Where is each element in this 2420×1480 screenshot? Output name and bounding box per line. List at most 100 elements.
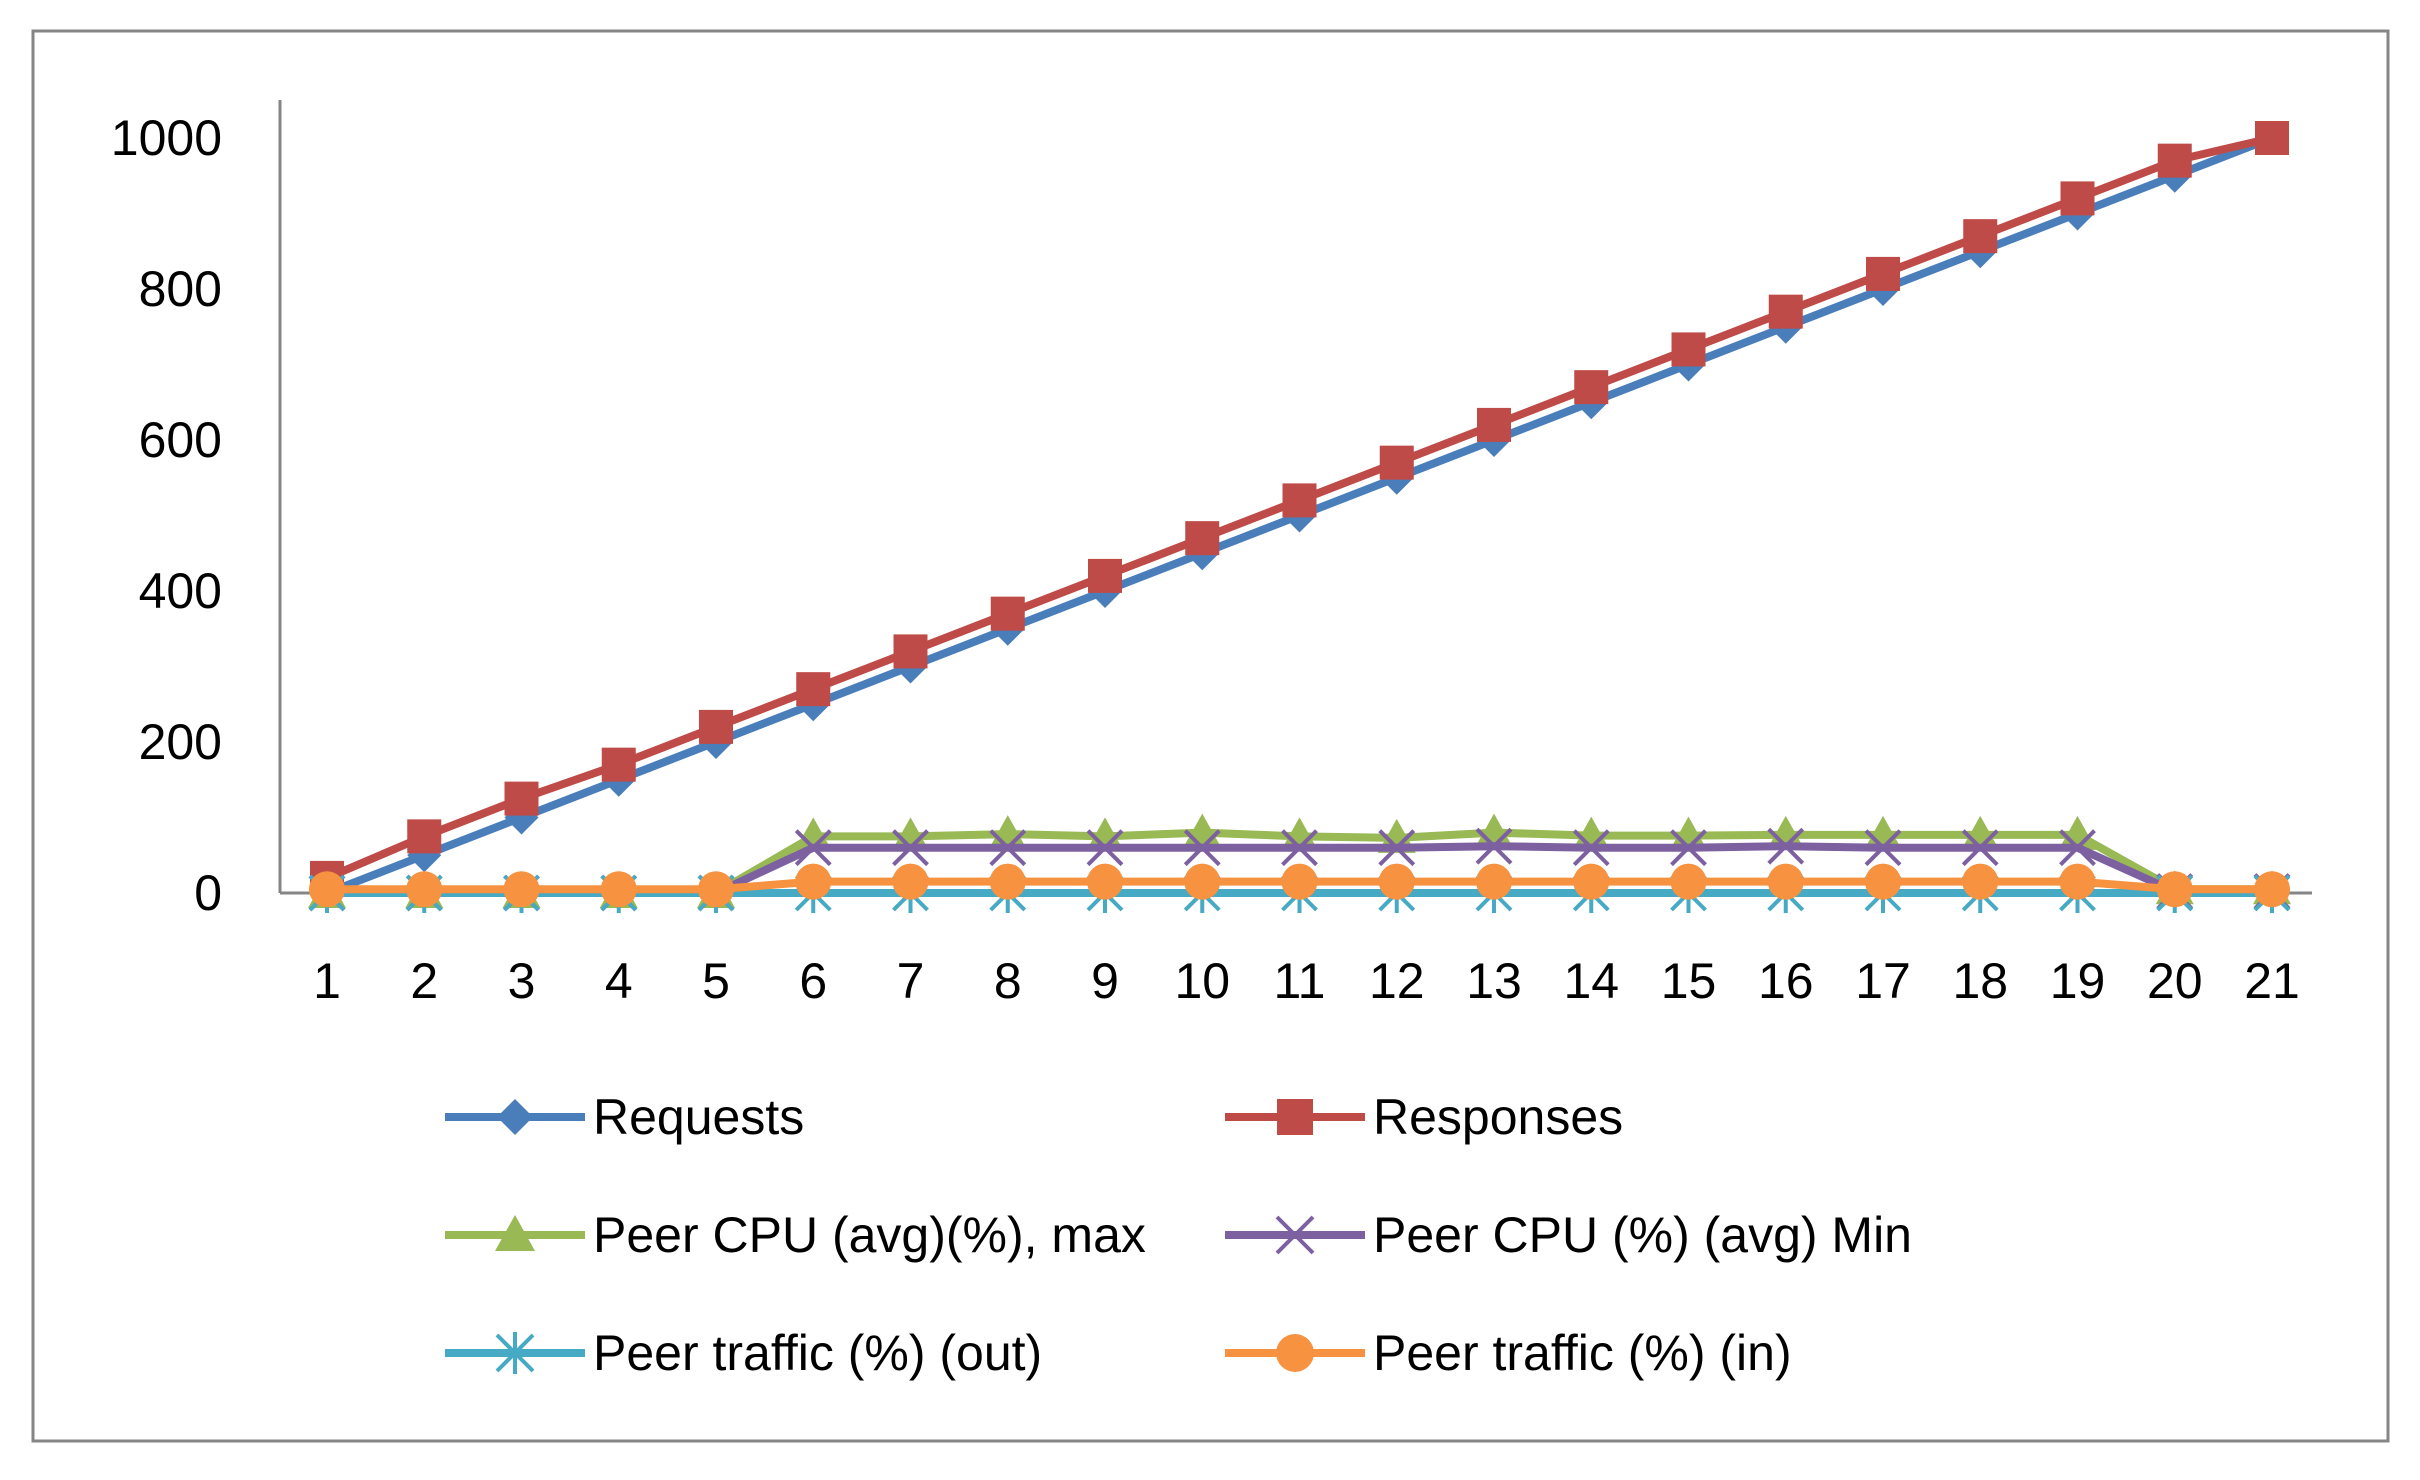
x-tick-label: 20 <box>2147 953 2203 1009</box>
data-point <box>1961 829 1999 867</box>
data-point <box>2157 143 2192 178</box>
data-point <box>2156 871 2193 908</box>
data-point <box>1669 816 1708 851</box>
y-tick-label: 1000 <box>111 110 222 166</box>
data-point <box>892 829 929 867</box>
data-point <box>1378 829 1416 867</box>
x-tick-label: 2 <box>410 953 438 1009</box>
data-point <box>2059 863 2096 900</box>
series-peer-traffic-in <box>309 863 2290 908</box>
data-point <box>1768 294 1803 329</box>
legend-marker <box>495 1215 535 1251</box>
data-point <box>1864 815 1902 850</box>
data-point <box>1475 827 1513 865</box>
data-point <box>893 634 928 669</box>
data-point <box>1574 370 1609 405</box>
x-tick-label: 4 <box>605 953 633 1009</box>
data-point <box>1477 407 1511 442</box>
data-point <box>2059 829 2096 867</box>
legend-entry: Peer CPU (%) (avg) Min <box>1225 1207 1912 1263</box>
data-point <box>891 817 930 852</box>
data-point <box>1088 558 1122 593</box>
legend-marker <box>497 1099 533 1135</box>
x-tick-label: 9 <box>1091 953 1119 1009</box>
data-point <box>795 863 832 900</box>
data-point <box>990 596 1025 631</box>
legend-marker <box>1276 1334 1314 1372</box>
data-point <box>309 871 345 908</box>
x-tick-label: 12 <box>1369 953 1425 1009</box>
data-point <box>2255 121 2289 155</box>
data-point <box>796 672 831 707</box>
data-point <box>2058 815 2097 850</box>
data-point <box>1086 817 1124 852</box>
data-point <box>989 829 1027 867</box>
data-point <box>989 863 1026 900</box>
data-point <box>1379 445 1414 480</box>
x-tick-label: 16 <box>1758 953 1814 1009</box>
y-tick-label: 400 <box>139 563 222 619</box>
data-point <box>1184 863 1221 900</box>
legend-label: Responses <box>1373 1089 1623 1145</box>
data-point <box>407 819 442 854</box>
legend-label: Requests <box>593 1089 804 1145</box>
x-tick-label: 7 <box>897 953 925 1009</box>
data-point <box>1962 863 1999 900</box>
x-tick-label: 6 <box>799 953 827 1009</box>
x-tick-label: 5 <box>702 953 730 1009</box>
legend-entry: Responses <box>1225 1089 1623 1145</box>
legend-entry: Requests <box>445 1089 804 1145</box>
data-point <box>406 871 443 908</box>
x-tick-label: 13 <box>1466 953 1522 1009</box>
legend-entry: Peer traffic (%) (out) <box>445 1325 1042 1381</box>
x-tick-label: 10 <box>1174 953 1230 1009</box>
data-point <box>1087 863 1123 900</box>
legend-label: Peer traffic (%) (out) <box>593 1325 1042 1381</box>
data-point <box>1183 829 1221 867</box>
x-tick-label: 8 <box>994 953 1022 1009</box>
data-point <box>699 709 733 744</box>
y-tick-label: 0 <box>194 865 222 921</box>
y-tick-label: 800 <box>139 261 222 317</box>
data-point <box>1573 863 1610 900</box>
data-point <box>1476 863 1512 900</box>
legend-entry: Peer traffic (%) (in) <box>1225 1325 1792 1381</box>
data-point <box>1282 483 1317 518</box>
data-point <box>1767 827 1805 865</box>
legend-label: Peer CPU (avg)(%), max <box>593 1207 1146 1263</box>
data-point <box>794 829 832 867</box>
data-point <box>1185 521 1220 556</box>
legend-label: Peer traffic (%) (in) <box>1373 1325 1792 1381</box>
x-tick-label: 11 <box>1274 953 1326 1009</box>
data-point <box>698 871 734 908</box>
data-point <box>1281 829 1318 867</box>
chart-frame <box>31 29 2390 1443</box>
data-point <box>892 863 929 900</box>
data-point <box>1963 219 1998 254</box>
x-tick-label: 19 <box>2050 953 2106 1009</box>
data-point <box>1086 829 1124 867</box>
x-tick-label: 17 <box>1855 953 1911 1009</box>
data-point <box>1961 815 2000 850</box>
legend-marker <box>495 1332 535 1374</box>
data-point <box>601 747 636 782</box>
x-tick-label: 15 <box>1661 953 1717 1009</box>
data-point <box>1280 817 1319 852</box>
data-point <box>1865 863 1901 900</box>
data-point <box>1572 829 1610 867</box>
data-point <box>1864 829 1902 867</box>
series-responses <box>310 121 2289 895</box>
data-point <box>1281 863 1318 900</box>
data-point <box>794 817 833 852</box>
data-point <box>1866 256 1900 291</box>
data-point <box>1572 816 1611 851</box>
data-point <box>504 781 539 816</box>
data-point <box>600 871 637 908</box>
y-tick-label: 200 <box>139 714 222 770</box>
legend-entry: Peer CPU (avg)(%), max <box>445 1207 1146 1263</box>
data-point <box>1766 815 1805 850</box>
data-point <box>1670 863 1707 900</box>
x-tick-label: 18 <box>1952 953 2008 1009</box>
legend-marker <box>1275 1215 1315 1255</box>
